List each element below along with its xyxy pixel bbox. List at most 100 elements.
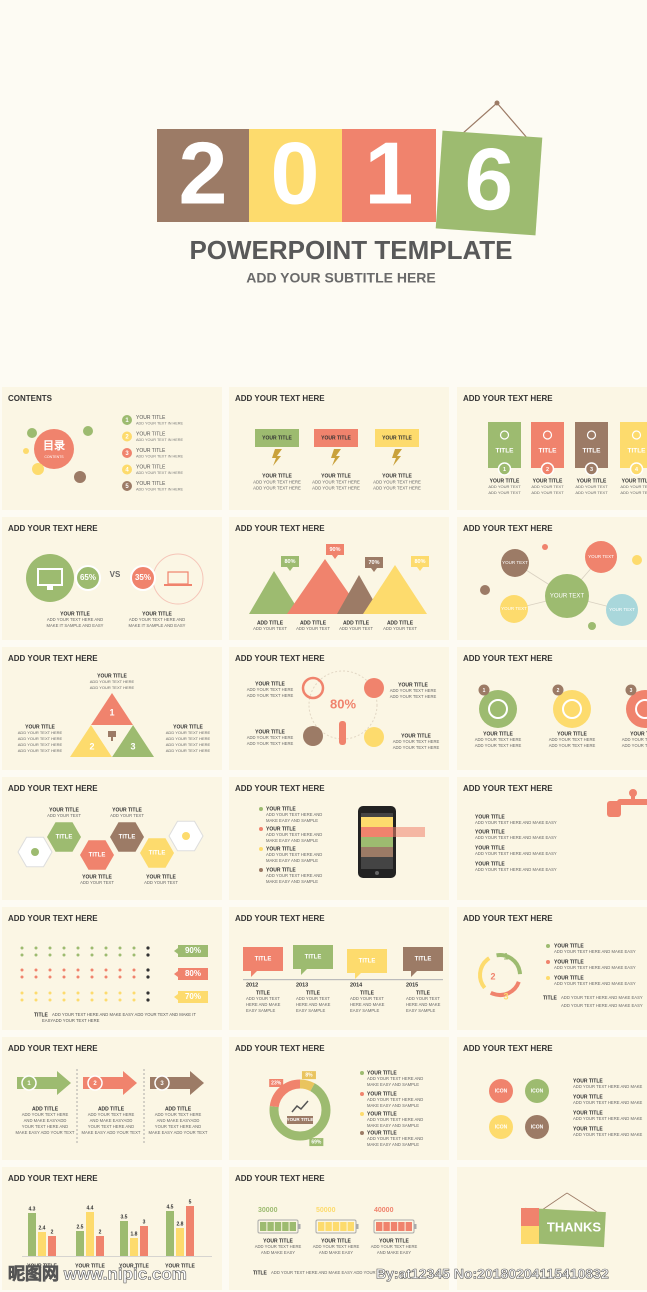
slide-label: ADD YOUR TEXT HERE AND [266,852,322,857]
slide-label: TITLE [89,853,106,859]
rect [178,945,208,957]
slide-label: 2 [89,741,94,751]
rect [243,947,283,971]
slide-label: 4 [635,467,639,473]
slide-label: ADD YOUR TEXT [47,813,81,818]
slide-label: ADD YOUR TEXT HERE [88,1112,135,1117]
slide-label: MAKE EASY AND SAMPLE [367,1103,419,1108]
slide-title: ADD YOUR TEXT HERE [8,784,98,793]
value-label: 2.5 [77,1224,84,1230]
slide-label: ADD YOUR TEXT [144,880,178,885]
slide-title: ADD YOUR TEXT HERE [8,524,98,533]
rect [361,847,393,857]
slide-label: YOUR TITLE [165,1263,195,1269]
circle [87,1075,103,1091]
circle [75,565,101,591]
circle [632,555,642,565]
slide-label: ADD TITLE [257,620,284,626]
rect [332,1222,340,1231]
slide-label: ADD YOUR TEXT HERE [253,486,301,491]
circle [489,1115,513,1139]
circle [478,684,490,696]
slide-label: YOUR TEXT [588,554,614,559]
slide-label: ADD YOUR TEXT [110,813,144,818]
circle [34,953,38,957]
slide-label: YOUR TITLE [255,681,285,687]
slide-label: EASYADD YOUR TEXT HERE [42,1018,100,1023]
slide-label: YOUR TITLE [49,807,79,813]
rect [326,544,344,555]
circle [76,998,80,1002]
circle [542,544,548,550]
rect [523,1207,606,1248]
rect [521,1208,539,1226]
rect [260,1222,267,1231]
slide-label: ADD YOUR TEXT HERE AND MAKE [573,1116,643,1121]
slide-label: MAKE EASY AND SAMPLE [266,879,318,884]
watermark: 昵图网 www.nipic.com [8,1264,187,1283]
slide-label: ADD YOUR TEXT [531,484,564,489]
slide-label: ADD YOUR TEXT HERE AND MAKE EASY ADD YOU… [271,1270,388,1275]
polygon [355,973,361,979]
circle [76,946,80,950]
slide-label: 1 [109,707,114,717]
rect [243,979,443,981]
rect [318,1222,325,1231]
slide-label: 3 [503,991,508,1001]
polygon [70,725,112,757]
slide-label: ADD YOUR TEXT HERE AND [266,832,322,837]
circle [553,690,591,728]
slide-label: TITLE [360,990,375,996]
slide-label: 3 [630,688,633,694]
slide-label: CONTENTS [44,455,64,459]
slide-label: EASY SAMPLE [406,1008,435,1013]
slide-label: TITLE [582,448,601,455]
value-label: 8% [305,1072,313,1078]
rect [22,1256,212,1257]
digit: 6 [461,128,517,230]
bar [48,1236,56,1256]
rect [488,422,521,468]
digit-box [249,129,342,222]
circle [130,565,156,591]
circle [74,471,86,483]
slide-label: YOUR TITLE [119,1263,149,1269]
slide-label: ADD TITLE [300,620,327,626]
slide-label: YOUR TITLE [142,611,172,617]
digit-box [435,130,543,236]
circle [104,991,108,995]
slide-label: YOUR TEXT HERE AND [22,1124,68,1129]
circle [34,429,74,469]
slide-label: YOUR TITLE [533,478,563,484]
circle [20,968,24,972]
circle [500,595,528,623]
slide-label: YOUR TITLE [379,1238,409,1244]
rect [620,422,647,468]
slide-bg [457,907,647,1030]
slide-label: YOUR TITLE [25,724,55,730]
polygon [251,971,257,977]
slide-label: TITLE [415,957,432,963]
slide-label: TITLE [627,448,646,455]
circle [360,1112,364,1116]
slide-label: HERE AND MAKE [406,1002,441,1007]
circle [479,690,517,728]
slide-label: ADD YOUR TEXT [350,996,384,1001]
circle [478,953,522,997]
slide-title: ADD YOUR TEXT HERE [235,914,325,923]
slide-label: MAKE EASY ADD YOUR TEXT [16,1130,75,1135]
rect [347,949,387,973]
slide-label: ADD TITLE [343,620,370,626]
nail [494,100,500,106]
slide-label: TITLE [56,835,73,841]
rect [178,991,208,1003]
circle [501,549,529,577]
slide-bg [229,777,449,900]
slide-label: YOUR TITLE [367,1070,397,1076]
circle [545,574,589,618]
circle [146,946,150,950]
slide-label: HERE AND MAKE [350,1002,385,1007]
